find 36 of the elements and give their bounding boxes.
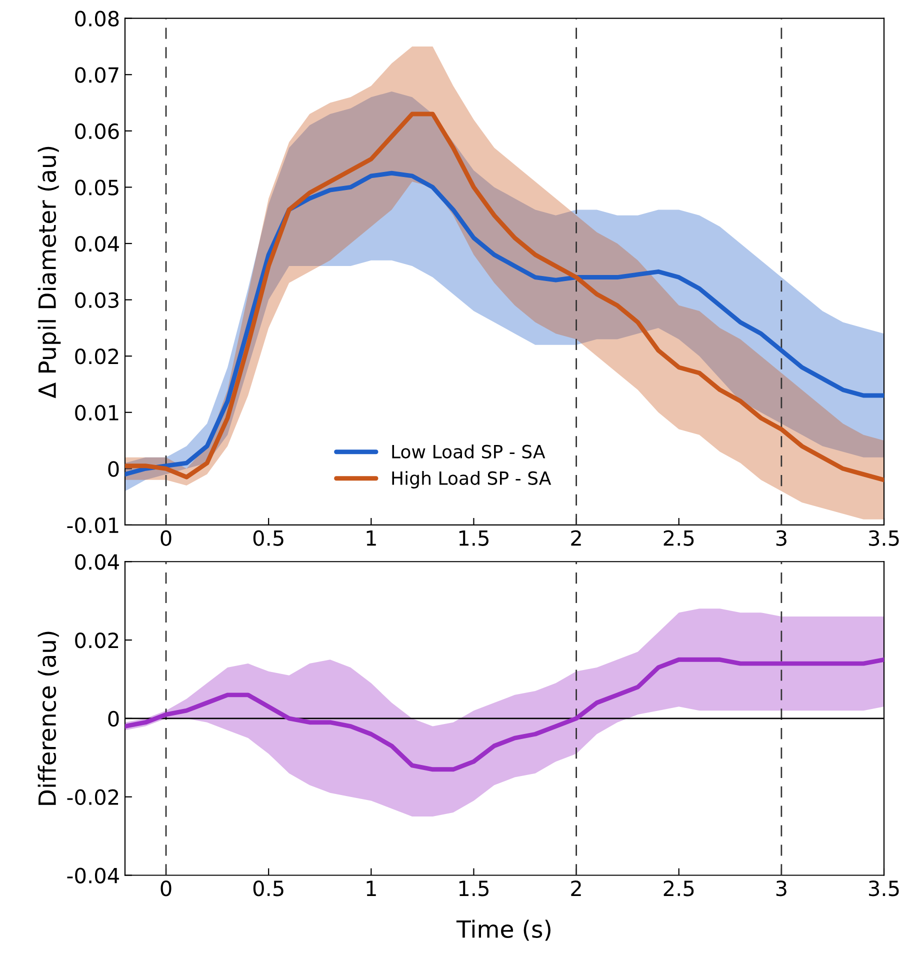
x-tick-label: 1 [366, 880, 376, 896]
y-tick-label: -0.01 [67, 517, 118, 534]
x-tick-label: 2.5 [664, 530, 694, 546]
x-tick-label: 1.5 [459, 880, 488, 896]
y-tick-label: 0.07 [75, 67, 118, 83]
y-tick-label: 0.08 [75, 10, 119, 27]
x-tick-label: 3 [776, 880, 786, 896]
y-tick-label: -0.04 [67, 868, 119, 884]
y-axis-title: Δ Pupil Diameter (au) [38, 146, 61, 398]
y-tick-label: 0.04 [75, 236, 119, 252]
y-tick-label: 0.06 [75, 123, 119, 140]
y-tick-label: 0.05 [75, 180, 118, 196]
legend-label: High Load SP - SA [392, 470, 552, 488]
y-tick-label: 0.02 [75, 348, 118, 364]
x-tick-label: 0.5 [253, 530, 284, 546]
x-tick-label: 1.5 [459, 530, 488, 546]
x-tick-label: 0.5 [253, 880, 284, 896]
x-tick-label: 0 [160, 880, 172, 896]
x-tick-label: 1 [366, 530, 376, 546]
y-tick-label: 0.03 [75, 292, 118, 308]
y-tick-label: -0.02 [67, 789, 118, 806]
x-tick-label: 2 [571, 530, 581, 546]
y-tick-label: 0.02 [75, 632, 118, 648]
legend-label: Low Load SP - SA [392, 444, 546, 458]
x-axis-title: Time (s) [456, 920, 550, 941]
x-tick-label: 3.5 [869, 880, 899, 896]
x-tick-label: 3 [776, 530, 786, 546]
x-tick-label: 2.5 [664, 880, 694, 896]
y-tick-label: 0.04 [75, 554, 119, 570]
x-tick-label: 0 [160, 530, 172, 546]
y-tick-label: 0 [108, 710, 119, 727]
x-tick-label: 3.5 [869, 530, 899, 546]
x-tick-label: 2 [571, 880, 581, 896]
y-axis-title: Difference (au) [38, 632, 59, 805]
y-tick-label: 0.01 [75, 404, 118, 421]
y-tick-label: 0 [108, 461, 119, 477]
